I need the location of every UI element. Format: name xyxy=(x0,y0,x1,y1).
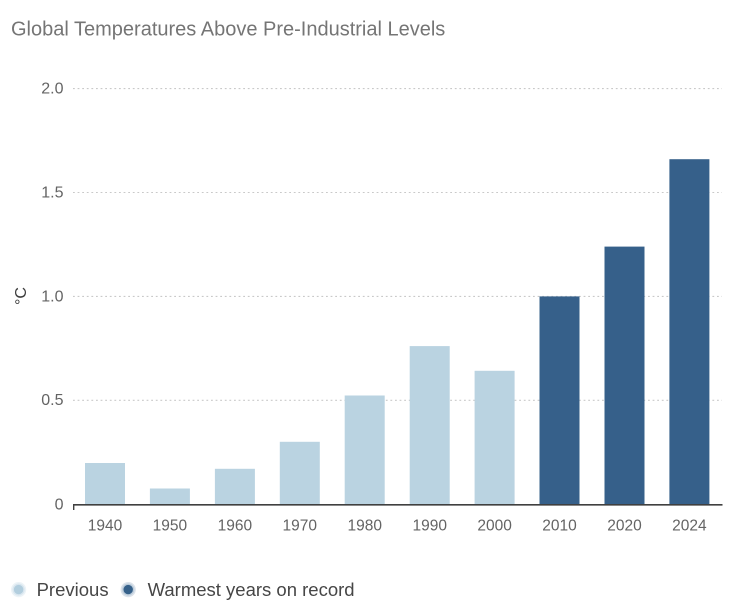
svg-text:Previous: Previous xyxy=(37,579,109,600)
svg-text:1.5: 1.5 xyxy=(41,184,63,201)
svg-text:1950: 1950 xyxy=(153,518,188,535)
svg-text:0: 0 xyxy=(55,496,64,513)
svg-text:1990: 1990 xyxy=(412,518,447,535)
svg-text:1940: 1940 xyxy=(88,518,123,535)
svg-text:1.0: 1.0 xyxy=(41,288,63,305)
svg-text:Global Temperatures Above Pre-: Global Temperatures Above Pre-Industrial… xyxy=(11,19,445,41)
svg-text:0.5: 0.5 xyxy=(41,392,63,409)
svg-text:1960: 1960 xyxy=(218,518,253,535)
svg-text:°C: °C xyxy=(13,287,30,305)
svg-text:2000: 2000 xyxy=(477,518,512,535)
svg-text:2010: 2010 xyxy=(542,518,577,535)
svg-text:1970: 1970 xyxy=(283,518,318,535)
svg-text:Warmest years on record: Warmest years on record xyxy=(148,579,355,600)
svg-text:2.0: 2.0 xyxy=(41,81,63,98)
svg-text:1980: 1980 xyxy=(347,518,382,535)
svg-text:2020: 2020 xyxy=(607,518,642,535)
svg-text:2024: 2024 xyxy=(672,518,707,535)
